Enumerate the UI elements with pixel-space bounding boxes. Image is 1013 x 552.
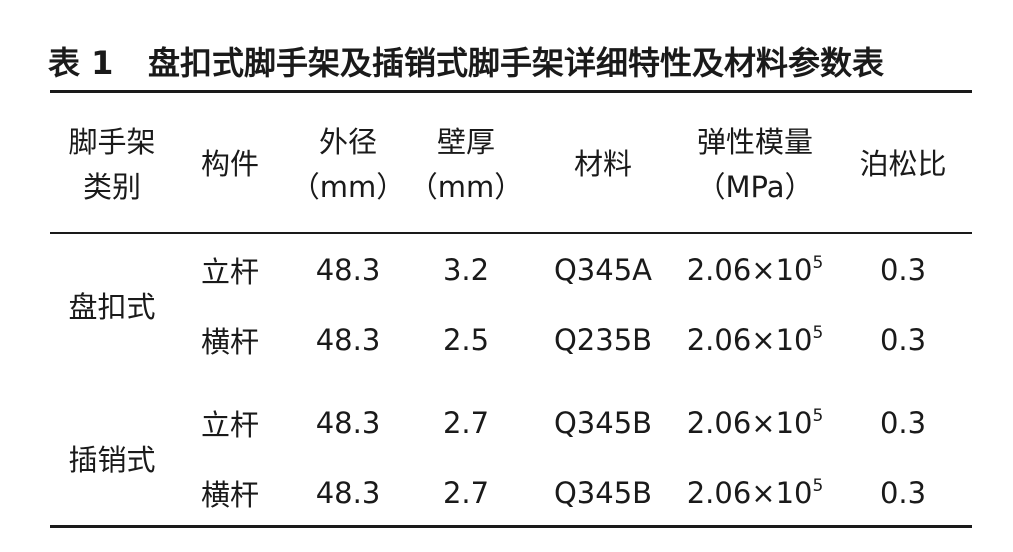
- table-cell: 横杆: [200, 325, 260, 359]
- table-cell: 2.06×105: [686, 323, 824, 357]
- header-cell: 外径: [318, 125, 378, 159]
- table-cell: 0.3: [879, 476, 927, 510]
- table-cell: 2.7: [442, 476, 490, 510]
- top-rule: [50, 90, 972, 93]
- header-cell: （MPa）: [696, 170, 814, 204]
- header-cell: 弹性模量: [696, 125, 814, 159]
- table-cell: 0.3: [879, 406, 927, 440]
- header-cell: 泊松比: [859, 147, 947, 181]
- header-cell: 壁厚: [436, 125, 496, 159]
- header-cell: 构件: [200, 147, 260, 181]
- table-cell: 48.3: [315, 253, 381, 287]
- header-cell: 脚手架: [68, 125, 156, 159]
- exponent: 5: [812, 476, 824, 496]
- header-cell: （mm）: [290, 170, 406, 204]
- table-title: 盘扣式脚手架及插销式脚手架详细特性及材料参数表: [148, 44, 885, 82]
- group-name: 插销式: [68, 443, 156, 477]
- table-cell: Q345B: [553, 406, 653, 440]
- table-cell: 2.06×105: [686, 253, 824, 287]
- table-cell: 0.3: [879, 253, 927, 287]
- table-cell: 立杆: [200, 255, 260, 289]
- table-cell: 48.3: [315, 406, 381, 440]
- bottom-rule: [50, 525, 972, 528]
- table-cell: 0.3: [879, 323, 927, 357]
- exponent: 5: [812, 253, 824, 273]
- group-name: 盘扣式: [68, 290, 156, 324]
- table-cell: 3.2: [442, 253, 490, 287]
- table-cell: 48.3: [315, 323, 381, 357]
- table-cell: 横杆: [200, 478, 260, 512]
- header-cell: 材料: [573, 147, 633, 181]
- table-cell: 2.06×105: [686, 406, 824, 440]
- table-cell: Q235B: [553, 323, 653, 357]
- table-cell: 2.7: [442, 406, 490, 440]
- table-cell: 2.06×105: [686, 476, 824, 510]
- exponent: 5: [812, 406, 824, 426]
- header-cell: 类别: [82, 170, 142, 204]
- table-cell: 立杆: [200, 408, 260, 442]
- table-cell: 2.5: [442, 323, 490, 357]
- table-label: 表 1: [48, 44, 114, 82]
- table-cell: Q345B: [553, 476, 653, 510]
- exponent: 5: [812, 323, 824, 343]
- table-cell: Q345A: [553, 253, 653, 287]
- header-cell: （mm）: [408, 170, 524, 204]
- header-rule: [50, 232, 972, 234]
- table-cell: 48.3: [315, 476, 381, 510]
